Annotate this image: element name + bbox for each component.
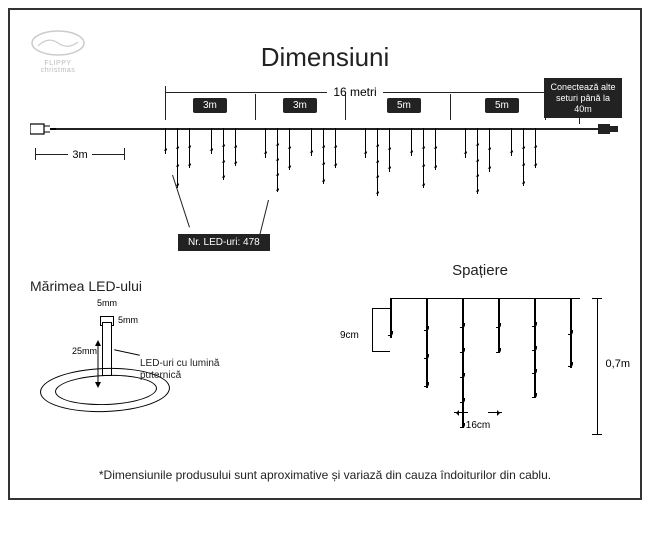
first-drop-bracket xyxy=(372,308,390,352)
led-size-section: Mărimea LED-ului 5mm 5mm 25mm LED-uri cu… xyxy=(30,278,290,448)
led-length-dim: 25mm xyxy=(72,346,97,356)
connect-leader-line xyxy=(579,114,580,124)
total-drop-dim: 0,7m xyxy=(606,358,630,370)
plug-icon xyxy=(30,120,56,143)
connector-icon xyxy=(598,122,620,140)
led-size-title: Mărimea LED-ului xyxy=(30,278,290,294)
seg-2: 3m xyxy=(283,98,317,113)
seg-4: 5m xyxy=(485,98,519,113)
seg-1: 3m xyxy=(193,98,227,113)
led-width-dim: 5mm xyxy=(92,298,122,308)
total-length-label: 16 metri xyxy=(327,85,382,99)
strand-gap-dim: 16cm xyxy=(456,420,500,431)
lead-cable-dim: 3m xyxy=(35,142,125,160)
first-drop-dim: 9cm xyxy=(340,330,359,341)
spacing-title: Spațiere xyxy=(420,262,540,279)
spacing-section: Spațiere 9cm 0,7m 16cm xyxy=(340,262,630,462)
icicle-strands-main xyxy=(165,128,545,228)
disclaimer-text: *Dimensiunile produsului sunt aproximati… xyxy=(0,468,650,482)
connect-info-box: Conectează alte seturi până la 40m xyxy=(544,78,622,118)
diagram-title: Dimensiuni xyxy=(0,42,650,73)
seg-3: 5m xyxy=(387,98,421,113)
led-count-box: Nr. LED-uri: 478 xyxy=(178,234,270,251)
led-height-dim: 5mm xyxy=(118,315,138,325)
lead-cable-label: 3m xyxy=(68,149,91,161)
total-length-dim: 16 metri xyxy=(165,80,545,98)
led-drawing: 5mm 5mm 25mm LED-uri cu lumină puternică xyxy=(30,300,210,440)
led-description: LED-uri cu lumină puternică xyxy=(140,358,250,382)
main-cable-diagram: 16 metri 3m 3m 5m 5m 3m Conectează alte … xyxy=(30,80,620,250)
